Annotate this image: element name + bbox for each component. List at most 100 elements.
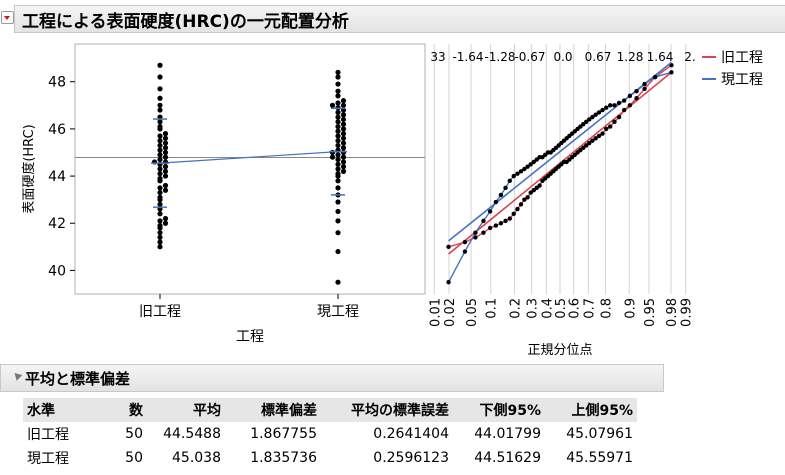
data-point <box>340 140 347 146</box>
quantile-point <box>498 221 504 226</box>
data-point <box>335 166 341 172</box>
data-point <box>329 149 336 156</box>
quantile-point <box>503 218 508 224</box>
data-point <box>157 171 163 177</box>
table-row: 現工程 50 45.038 1.835736 0.2596123 44.5162… <box>23 446 637 470</box>
data-point <box>335 142 341 149</box>
header-mean: 平均 <box>193 403 221 419</box>
data-point <box>157 218 163 224</box>
quantile-point <box>593 112 598 117</box>
quantile-point <box>515 171 520 176</box>
quantile-tick-label: 0.05 <box>465 298 480 327</box>
quantile-top-tick-label: -1.28 <box>484 50 515 64</box>
data-point <box>157 189 163 196</box>
quantile-point <box>590 114 595 120</box>
report-header: 工程による表面硬度(HRC)の一元配置分析 <box>0 2 785 33</box>
data-point <box>162 149 169 156</box>
header-count: 数 <box>129 403 143 419</box>
quantile-point <box>446 244 451 250</box>
header-se: 平均の標準誤差 <box>351 403 449 419</box>
quantile-point <box>608 103 613 108</box>
data-point <box>157 123 163 130</box>
x-tick-label: 現工程 <box>317 304 359 320</box>
data-point <box>335 248 341 255</box>
cell-upper95: 45.07961 <box>566 426 633 442</box>
quantile-point <box>473 230 478 235</box>
quantile-axis-label: 正規分位点 <box>527 343 592 358</box>
data-point <box>157 152 163 158</box>
table-row: 旧工程 50 44.5488 1.867755 0.2641404 44.017… <box>23 422 637 446</box>
quantile-point <box>581 121 586 127</box>
data-point <box>157 211 163 217</box>
data-point <box>157 102 163 108</box>
data-point <box>335 133 341 139</box>
quantile-tick-label: 0.1 <box>485 298 500 319</box>
data-point <box>340 126 347 132</box>
data-point <box>162 215 169 222</box>
data-point <box>340 159 347 165</box>
quantile-top-tick-label: -0.67 <box>514 50 545 64</box>
quantile-tick-label: 0.7 <box>582 298 597 319</box>
data-point <box>157 223 163 229</box>
data-point <box>340 131 347 137</box>
data-point <box>157 95 163 101</box>
cell-count: 50 <box>125 450 143 466</box>
quantile-tick-label: 0.95 <box>643 298 658 327</box>
quantile-point <box>604 126 609 132</box>
data-point <box>335 171 341 177</box>
quantile-point <box>487 225 493 231</box>
data-point <box>157 133 163 139</box>
data-point <box>340 168 347 174</box>
quantile-tick-label: 0.02 <box>443 298 458 327</box>
quantile-point <box>587 117 592 122</box>
data-point <box>162 154 169 160</box>
quantile-point <box>531 188 536 193</box>
y-tick-label: 40 <box>48 263 66 279</box>
data-point <box>162 168 169 174</box>
data-point <box>162 131 169 137</box>
quantile-point <box>616 100 622 106</box>
data-point <box>162 220 169 226</box>
quantile-tick-label: 0.2 <box>509 298 524 319</box>
data-point <box>157 234 163 240</box>
quantile-point <box>511 173 516 179</box>
legend-label: 現工程 <box>721 72 763 88</box>
plot-frame <box>74 43 426 295</box>
quantile-point <box>537 183 542 188</box>
data-point <box>157 74 163 80</box>
quantile-point <box>621 107 627 113</box>
quantile-top-tick-label: 2. <box>684 50 695 64</box>
quantile-tick-label: 0.5 <box>554 298 569 319</box>
summary-section-title: 平均と標準偏差 <box>25 370 131 388</box>
data-point <box>335 100 341 106</box>
quantile-point <box>481 230 486 235</box>
quantile-point <box>600 107 605 113</box>
data-point <box>335 138 341 144</box>
quantile-top-tick-label: 0.0 <box>553 50 572 64</box>
quantile-point <box>503 185 508 191</box>
header-lower95: 下側95% <box>479 403 541 419</box>
quantile-point <box>531 159 536 165</box>
quantile-point <box>462 249 468 254</box>
data-point <box>162 140 169 146</box>
data-point <box>335 185 341 191</box>
data-point <box>162 173 169 179</box>
data-point <box>335 199 341 205</box>
data-point <box>340 164 347 170</box>
quantile-point <box>616 114 622 120</box>
data-point <box>162 187 169 193</box>
data-point <box>335 128 341 134</box>
quantile-point <box>493 199 499 205</box>
legend-label: 旧工程 <box>721 50 763 66</box>
y-tick-label: 42 <box>48 216 66 232</box>
x-axis-label: 工程 <box>236 329 264 345</box>
data-point <box>329 154 336 160</box>
y-axis-label: 表面硬度(HRC) <box>21 124 37 213</box>
data-point <box>335 279 341 285</box>
data-point <box>157 244 163 250</box>
data-point <box>335 114 341 120</box>
quantile-tick-label: 0.9 <box>623 298 638 319</box>
red-triangle-menu-icon[interactable] <box>1 11 14 24</box>
quantile-point <box>593 136 598 141</box>
